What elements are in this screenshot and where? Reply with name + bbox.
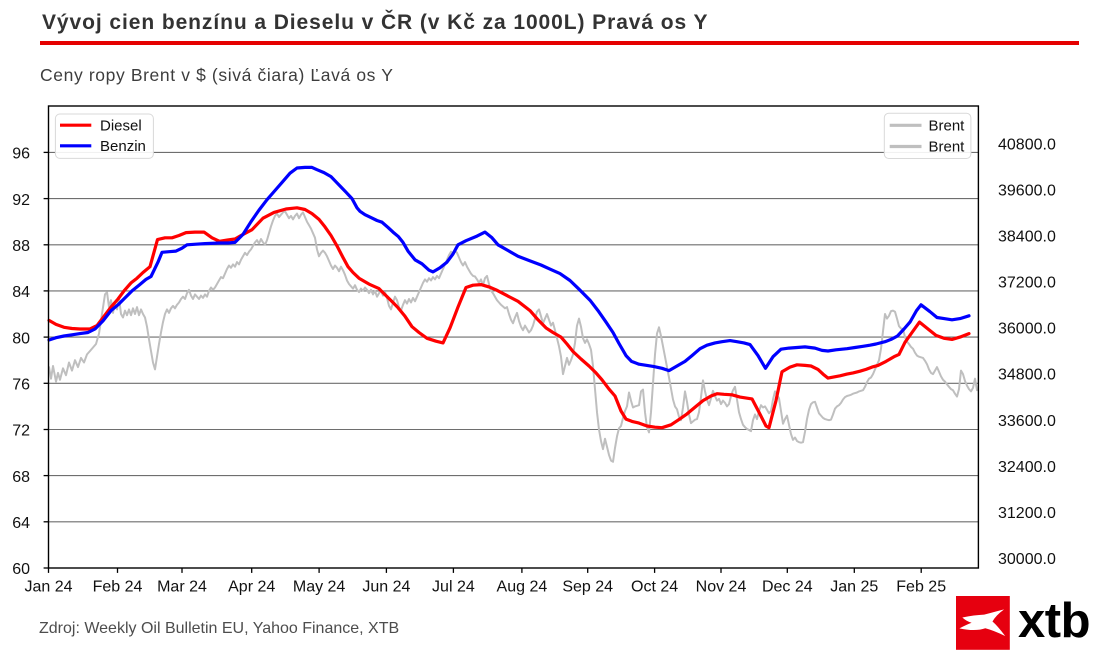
svg-text:Aug 24: Aug 24	[497, 579, 548, 596]
svg-text:Brent: Brent	[929, 139, 966, 156]
svg-text:64: 64	[12, 515, 30, 532]
svg-text:34800.0: 34800.0	[998, 367, 1056, 384]
svg-text:96: 96	[12, 146, 30, 163]
svg-text:30000.0: 30000.0	[998, 551, 1056, 568]
svg-text:84: 84	[12, 284, 30, 301]
svg-text:68: 68	[12, 469, 30, 486]
svg-text:37200.0: 37200.0	[998, 275, 1056, 292]
svg-text:Sep 24: Sep 24	[562, 579, 613, 596]
svg-text:xtb: xtb	[1018, 594, 1090, 648]
svg-text:Oct 24: Oct 24	[631, 579, 678, 596]
svg-text:92: 92	[12, 192, 30, 209]
svg-text:36000.0: 36000.0	[998, 321, 1056, 338]
svg-text:60: 60	[12, 561, 30, 578]
svg-text:33600.0: 33600.0	[998, 413, 1056, 430]
svg-text:May 24: May 24	[293, 579, 346, 596]
svg-text:72: 72	[12, 423, 30, 440]
svg-text:Diesel: Diesel	[100, 117, 142, 134]
svg-text:Feb 25: Feb 25	[896, 579, 946, 596]
svg-text:32400.0: 32400.0	[998, 459, 1056, 476]
svg-text:39600.0: 39600.0	[998, 183, 1056, 200]
svg-text:38400.0: 38400.0	[998, 229, 1056, 246]
svg-text:Dec 24: Dec 24	[762, 579, 813, 596]
svg-text:Jul 24: Jul 24	[432, 579, 475, 596]
svg-text:Jun 24: Jun 24	[362, 579, 410, 596]
svg-text:80: 80	[12, 330, 30, 347]
svg-text:Feb 24: Feb 24	[93, 579, 143, 596]
svg-text:Brent: Brent	[929, 118, 966, 135]
svg-text:Nov 24: Nov 24	[696, 579, 747, 596]
svg-text:31200.0: 31200.0	[998, 505, 1056, 522]
svg-text:Apr 24: Apr 24	[228, 579, 275, 596]
svg-text:88: 88	[12, 238, 30, 255]
svg-text:Mar 24: Mar 24	[157, 579, 207, 596]
svg-text:40800.0: 40800.0	[998, 137, 1056, 154]
svg-text:Benzin: Benzin	[100, 138, 146, 155]
svg-text:Jan 25: Jan 25	[830, 579, 878, 596]
svg-text:Jan 24: Jan 24	[24, 579, 72, 596]
svg-text:76: 76	[12, 377, 30, 394]
